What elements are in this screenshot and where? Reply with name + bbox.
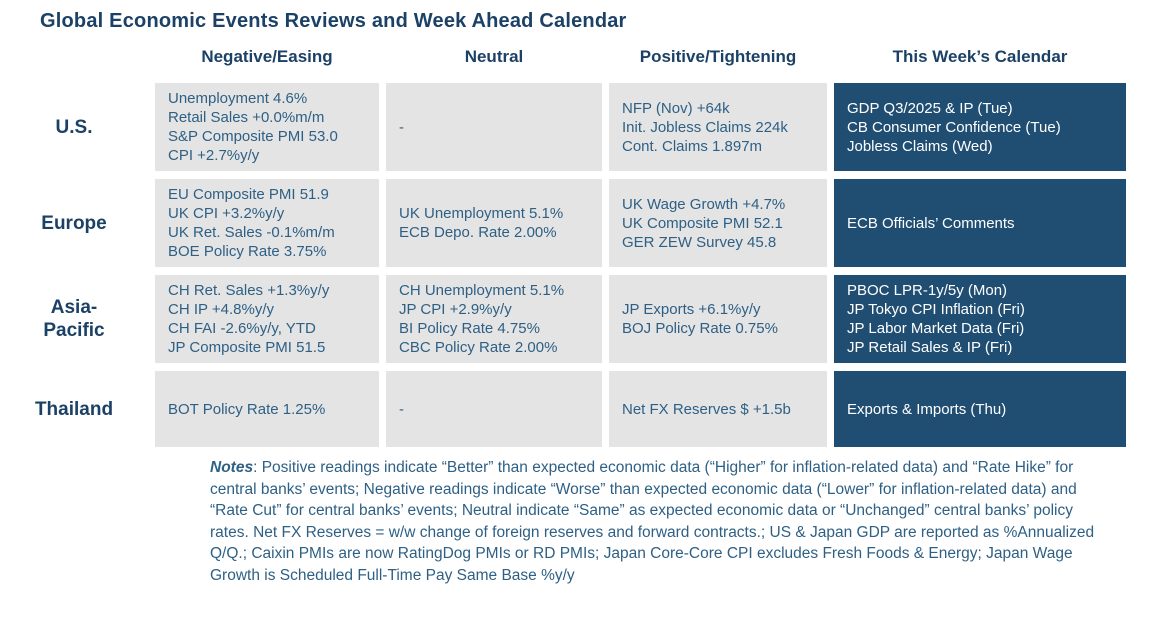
column-header-neutral: Neutral	[464, 47, 524, 66]
table-row-thailand: Thailand BOT Policy Rate 1.25% - Net FX …	[0, 371, 1126, 447]
us-positive-cell: NFP (Nov) +64k Init. Jobless Claims 224k…	[609, 83, 827, 171]
us-neutral-cell: -	[386, 83, 602, 171]
asia-pacific-negative-cell: CH Ret. Sales +1.3%y/y CH IP +4.8%y/y CH…	[155, 275, 379, 363]
header-spacer	[0, 47, 148, 69]
us-negative-cell: Unemployment 4.6% Retail Sales +0.0%m/m …	[155, 83, 379, 171]
asia-pacific-positive-cell: JP Exports +6.1%y/y BOJ Policy Rate 0.75…	[609, 275, 827, 363]
europe-calendar-cell: ECB Officials’ Comments	[834, 179, 1126, 267]
column-header-negative-easing: Negative/Easing	[201, 47, 333, 66]
thailand-negative-cell: BOT Policy Rate 1.25%	[155, 371, 379, 447]
region-label-thailand: Thailand	[34, 398, 114, 420]
region-label-europe: Europe	[41, 212, 107, 234]
report-page: Global Economic Events Reviews and Week …	[0, 10, 1160, 631]
table-body: U.S. Unemployment 4.6% Retail Sales +0.0…	[0, 83, 1160, 447]
table-row-asia-pacific: Asia- Pacific CH Ret. Sales +1.3%y/y CH …	[0, 275, 1126, 363]
table-header-row: Negative/Easing Neutral Positive/Tighten…	[0, 47, 1126, 69]
region-label-us: U.S.	[55, 116, 93, 138]
thailand-neutral-cell: -	[386, 371, 602, 447]
notes-label: Notes	[210, 459, 254, 476]
column-header-positive-tightening: Positive/Tightening	[639, 47, 797, 66]
thailand-positive-cell: Net FX Reserves $ +1.5b	[609, 371, 827, 447]
thailand-calendar-cell: Exports & Imports (Thu)	[834, 371, 1126, 447]
europe-neutral-cell: UK Unemployment 5.1% ECB Depo. Rate 2.00…	[386, 179, 602, 267]
asia-pacific-calendar-cell: PBOC LPR-1y/5y (Mon) JP Tokyo CPI Inflat…	[834, 275, 1126, 363]
europe-positive-cell: UK Wage Growth +4.7% UK Composite PMI 52…	[609, 179, 827, 267]
notes-paragraph: Notes: Positive readings indicate “Bette…	[210, 457, 1104, 586]
page-title: Global Economic Events Reviews and Week …	[40, 10, 627, 32]
us-calendar-cell: GDP Q3/2025 & IP (Tue) CB Consumer Confi…	[834, 83, 1126, 171]
table-row-us: U.S. Unemployment 4.6% Retail Sales +0.0…	[0, 83, 1126, 171]
column-header-this-weeks-calendar: This Week’s Calendar	[892, 47, 1068, 66]
notes-text: : Positive readings indicate “Better” th…	[210, 459, 1095, 584]
table-row-europe: Europe EU Composite PMI 51.9 UK CPI +3.2…	[0, 179, 1126, 267]
europe-negative-cell: EU Composite PMI 51.9 UK CPI +3.2%y/y UK…	[155, 179, 379, 267]
region-label-asia-pacific: Asia- Pacific	[43, 297, 105, 341]
asia-pacific-neutral-cell: CH Unemployment 5.1% JP CPI +2.9%y/y BI …	[386, 275, 602, 363]
